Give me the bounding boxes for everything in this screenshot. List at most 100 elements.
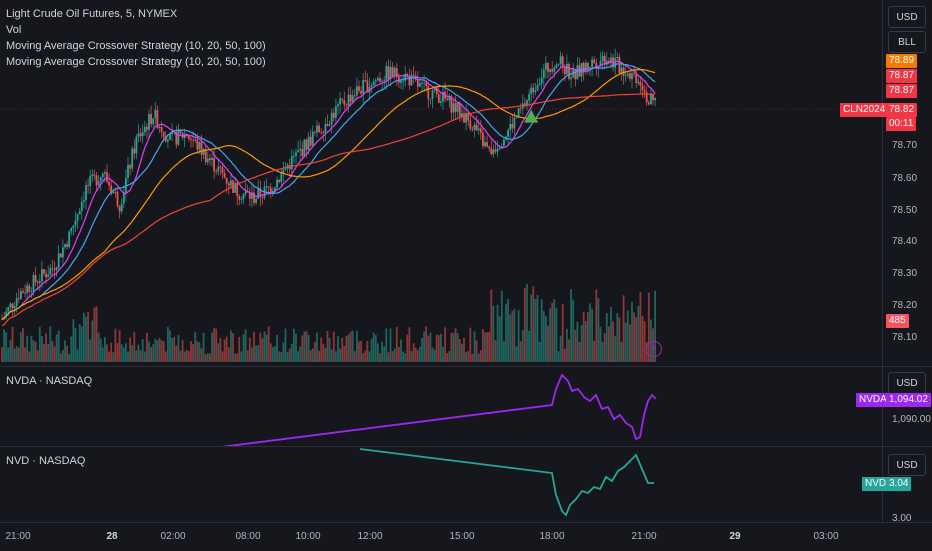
nvda-pane[interactable]: NVDA · NASDAQ USD NVDA 1,094.02 1,090.00 (0, 366, 932, 447)
candle-body (80, 201, 83, 212)
indicator-legend-1[interactable]: Moving Average Crossover Strategy (10, 2… (6, 40, 266, 52)
symbol-title[interactable]: Light Crude Oil Futures, 5, NYMEX (6, 8, 178, 20)
candle-body (362, 80, 365, 94)
candle-body (356, 86, 358, 96)
nvd-pane[interactable]: NVD · NASDAQ USD NVD 3.04 3.00 (0, 446, 932, 524)
volume-bar (416, 350, 419, 362)
candle-body (217, 166, 220, 172)
candle-body (509, 123, 512, 131)
candle-body (633, 73, 635, 75)
nvda-label[interactable]: NVDA · NASDAQ (6, 375, 93, 387)
volume-bar (572, 299, 575, 362)
nvd-currency-button[interactable]: USD (888, 454, 926, 476)
nvda-currency-button[interactable]: USD (888, 372, 926, 394)
candle-body (349, 94, 352, 102)
indicator-legend-2[interactable]: Moving Average Crossover Strategy (10, 2… (6, 56, 266, 68)
nvd-label[interactable]: NVD · NASDAQ (6, 455, 86, 467)
price-chart[interactable] (0, 0, 882, 366)
candle-body (259, 188, 262, 197)
volume-bar (391, 351, 394, 362)
volume-bar (364, 350, 367, 362)
volume-bar (635, 317, 638, 362)
volume-bar (261, 338, 264, 362)
ma50-line (1, 68, 656, 320)
candle-body (517, 108, 520, 118)
volume-bar (469, 327, 472, 362)
candle-body (603, 55, 606, 65)
time-tick-label: 10:00 (295, 531, 321, 542)
volume-bar (515, 346, 518, 362)
candle-body (347, 94, 350, 106)
time-tick-label: 08:00 (235, 531, 261, 542)
nvda-line-chart[interactable] (0, 367, 882, 447)
candle-body (629, 73, 631, 80)
volume-legend[interactable]: Vol (6, 24, 22, 36)
volume-bar (589, 303, 591, 362)
volume-bar (370, 338, 373, 362)
candle-body (513, 117, 516, 129)
volume-bar (381, 341, 383, 362)
volume-bar (198, 342, 201, 362)
volume-bar (272, 347, 274, 362)
candle-body (57, 253, 60, 268)
volume-bar (419, 346, 421, 362)
lightning-icon[interactable]: ⚡ (646, 341, 662, 357)
candle-body (530, 87, 533, 95)
volume-bar (555, 308, 558, 362)
volume-bar (347, 334, 350, 362)
candle-body (305, 139, 308, 150)
candle-body (202, 149, 205, 155)
price-tag: 78.89 (886, 54, 918, 68)
scale-mode-button[interactable]: BLL (888, 31, 926, 53)
volume-bar (278, 351, 281, 362)
candle-body (125, 177, 127, 193)
volume-bar (446, 353, 449, 362)
volume-bar (202, 332, 205, 362)
candle-body (59, 253, 62, 258)
candle-body (181, 132, 184, 138)
candle-body (284, 168, 287, 170)
volume-bar (41, 336, 43, 362)
candle-body (484, 142, 486, 147)
candle-body (593, 59, 596, 63)
volume-bar (574, 329, 577, 362)
candle-body (330, 112, 333, 125)
candle-body (435, 87, 438, 95)
volume-bar (104, 337, 106, 362)
volume-bar (246, 350, 249, 362)
candle-body (383, 80, 386, 82)
candle-body (91, 174, 94, 177)
candle-body (360, 90, 362, 94)
candle-body (89, 176, 92, 187)
main-price-pane[interactable]: Light Crude Oil Futures, 5, NYMEX Vol Mo… (0, 0, 932, 366)
volume-bar (471, 353, 474, 362)
candle-body (519, 108, 522, 110)
candle-body (358, 86, 360, 91)
candle-body (47, 274, 50, 278)
volume-bar (410, 351, 413, 362)
candle-body (337, 104, 339, 107)
candle-body (190, 138, 192, 140)
candle-body (639, 81, 642, 86)
candle-body (379, 78, 381, 82)
candle-body (433, 87, 436, 91)
volume-bar (295, 333, 297, 362)
volume-bar (307, 335, 310, 362)
candle-body (93, 174, 96, 176)
nvd-line-chart[interactable] (0, 447, 882, 523)
volume-bar (578, 341, 581, 362)
volume-bar (349, 331, 352, 362)
volume-bar (570, 289, 572, 362)
candle-body (143, 126, 146, 133)
candle-body (66, 244, 68, 247)
volume-bar (566, 328, 568, 362)
currency-button[interactable]: USD (888, 6, 926, 28)
volume-bar (5, 332, 8, 362)
volume-bar (629, 324, 631, 362)
volume-bar (9, 340, 12, 362)
volume-bar (536, 294, 539, 362)
volume-bar (99, 338, 102, 362)
time-axis[interactable]: 21:00 28 02:00 08:00 10:00 12:00 15:00 18:00 21:… (0, 522, 932, 551)
candle-body (608, 60, 610, 63)
candle-body (297, 150, 299, 153)
